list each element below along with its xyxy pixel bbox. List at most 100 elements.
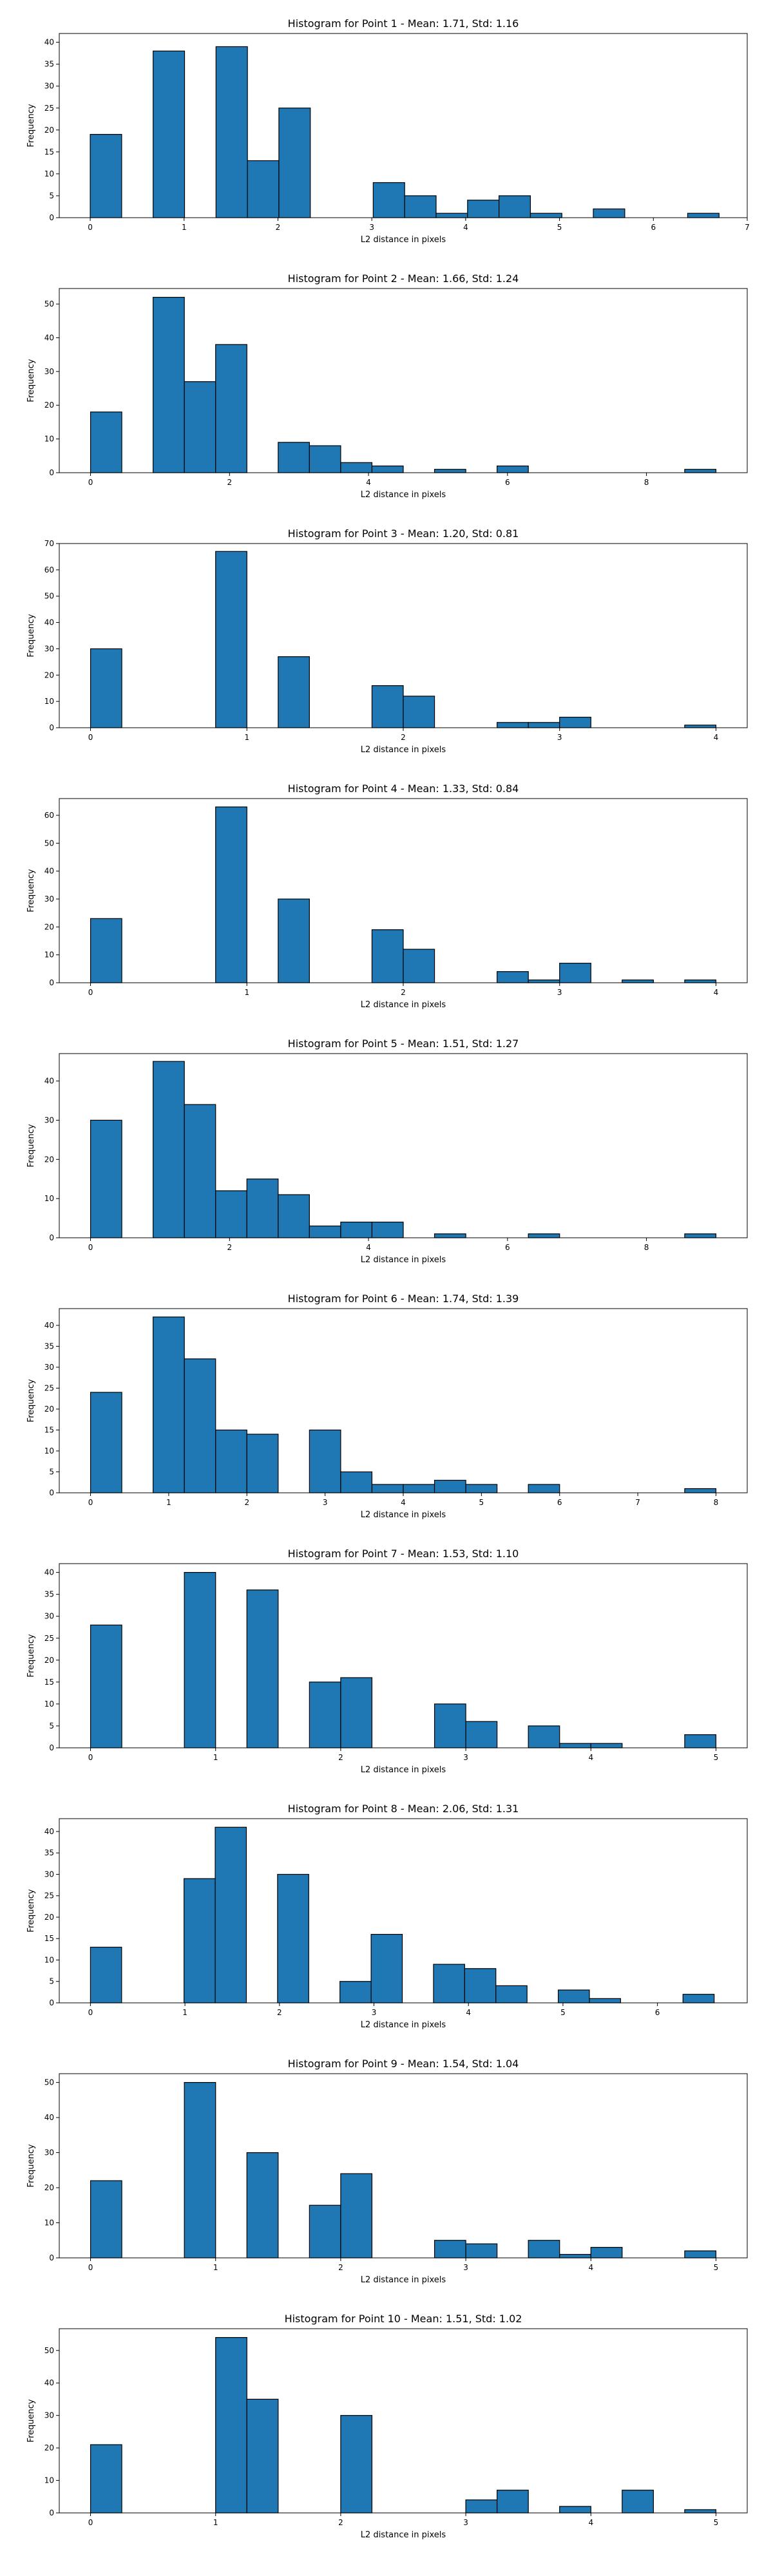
x-tick-label: 4 [588,2263,593,2272]
y-tick-label: 15 [44,147,54,156]
y-tick-label: 15 [44,1426,54,1435]
y-tick-label: 20 [44,1405,54,1414]
histogram-bar [90,134,122,218]
bars-group [90,1572,717,1748]
histogram-bar [278,442,310,473]
axes-frame [59,2073,748,2259]
x-axis-label: L2 distance in pixels [361,1510,446,1520]
y-tick-label: 10 [44,1700,54,1709]
y-tick-label: 5 [49,1468,54,1477]
chart-svg: Histogram for Point 9 - Mean: 1.54, Std:… [26,2058,748,2285]
y-tick-label: 20 [44,670,54,679]
histogram-bar [528,1725,560,1748]
histogram-bar [404,195,437,218]
x-tick-label: 0 [88,1243,93,1252]
y-tick-label: 40 [44,1321,54,1330]
chart-svg: Histogram for Point 1 - Mean: 1.71, Std:… [26,17,750,245]
y-axis-label: Frequency [26,1124,36,1167]
histogram-bar [372,182,405,218]
histogram-bar [278,108,311,218]
histogram-bar [371,465,404,473]
histogram-bar [215,46,248,218]
histogram-bar [684,1233,717,1238]
y-tick-label: 35 [44,60,54,69]
y-tick-label: 10 [44,951,54,960]
histogram-bar [497,465,529,473]
x-tick-label: 4 [463,223,468,232]
histogram-bar [435,213,468,218]
y-tick-label: 0 [49,978,54,987]
chart-title: Histogram for Point 9 - Mean: 1.54, Std:… [288,2058,519,2070]
histogram-bar [278,1194,310,1238]
histogram-bar [371,1484,404,1493]
histogram-bar [246,2398,279,2514]
x-tick-label: 1 [166,1498,171,1507]
y-tick-label: 30 [44,367,54,376]
histogram-bar [246,1179,279,1238]
y-tick-label: 0 [49,1998,54,2007]
y-tick-label: 50 [44,592,54,601]
bars-group [90,806,717,983]
y-axis-label: Frequency [26,869,36,912]
x-tick-label: 2 [338,1753,343,1762]
histogram-bar [403,1484,435,1493]
axes-frame [59,1053,748,1238]
x-tick-label: 4 [401,1498,406,1507]
histogram-bar [90,918,122,983]
x-tick-label: 2 [401,733,406,742]
bars-group [90,2082,717,2259]
y-axis-label: Frequency [26,1379,36,1422]
x-tick-label: 2 [227,1243,232,1252]
x-tick-label: 6 [557,1498,562,1507]
y-tick-label: 20 [44,126,54,135]
x-tick-label: 1 [182,223,187,232]
x-tick-label: 4 [714,733,719,742]
x-axis-label: L2 distance in pixels [361,2275,446,2285]
histogram-bar [497,2490,529,2514]
histogram-bar [184,381,216,473]
x-tick-label: 6 [655,2008,660,2017]
histogram-bar [403,696,435,728]
x-tick-label: 4 [466,2008,471,2017]
y-axis-label: Frequency [26,1634,36,1677]
x-tick-label: 0 [88,988,93,997]
x-tick-label: 5 [557,223,562,232]
y-tick-label: 20 [44,1155,54,1164]
y-tick-label: 40 [44,38,54,47]
axes-frame [59,2328,748,2514]
x-tick-label: 2 [338,2518,343,2527]
histogram-bar [465,2499,498,2514]
histogram-bar [246,1434,279,1493]
histogram-bar [215,1429,247,1493]
histogram-bar [684,469,717,473]
x-tick-label: 0 [88,1753,93,1762]
x-axis-label: L2 distance in pixels [361,745,446,755]
bars-group [90,551,717,728]
histogram-bar [215,2337,247,2514]
y-tick-label: 10 [44,1446,54,1455]
y-tick-label: 30 [44,1870,54,1879]
histogram-bar [309,2204,341,2259]
histogram-bar [434,1479,466,1493]
histogram-bar [309,445,341,473]
y-tick-label: 0 [49,1743,54,1752]
y-tick-label: 30 [44,1363,54,1372]
y-tick-label: 20 [44,1656,54,1665]
histogram-bar [559,717,591,728]
y-tick-label: 10 [44,435,54,444]
y-tick-label: 50 [44,299,54,308]
histogram-bar [434,469,466,473]
x-tick-label: 3 [372,2008,377,2017]
histogram-bar [184,1104,216,1238]
chart-title: Histogram for Point 2 - Mean: 1.66, Std:… [288,272,519,285]
histogram-bar [684,1488,717,1493]
y-tick-label: 40 [44,867,54,876]
x-tick-label: 4 [366,478,371,487]
y-tick-label: 5 [49,1721,54,1730]
x-tick-label: 6 [505,1243,510,1252]
x-tick-label: 5 [714,2263,719,2272]
axes-frame [59,1563,748,1748]
y-axis-label: Frequency [26,1889,36,1932]
histogram-bar [467,200,500,218]
